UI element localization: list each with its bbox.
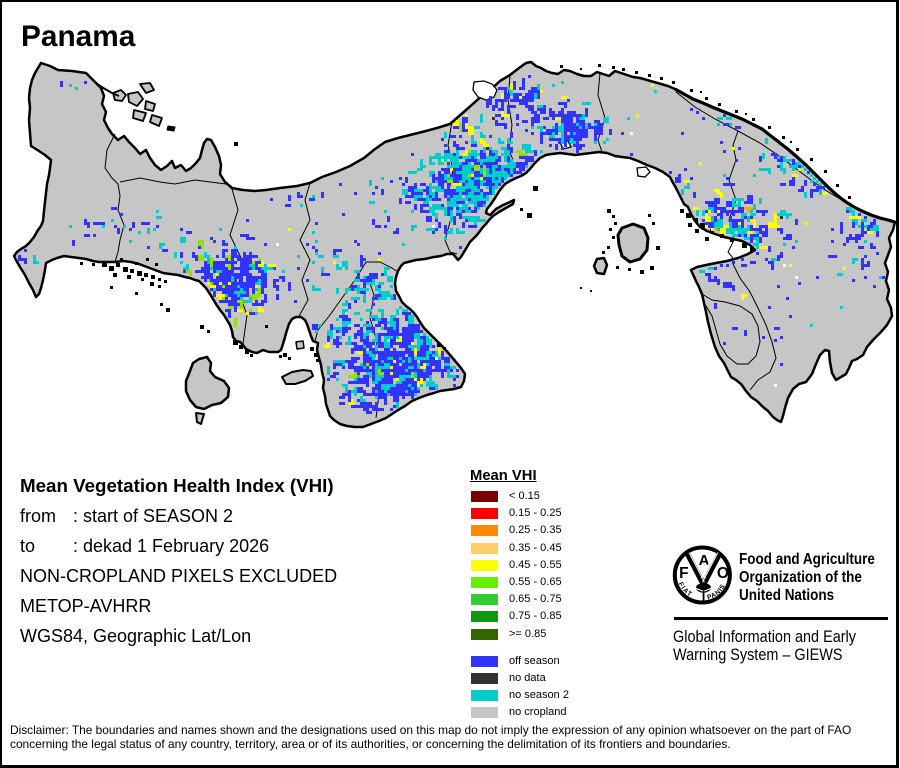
svg-text:A: A bbox=[699, 552, 710, 569]
svg-text:F: F bbox=[679, 565, 688, 582]
svg-text:O: O bbox=[717, 565, 729, 582]
